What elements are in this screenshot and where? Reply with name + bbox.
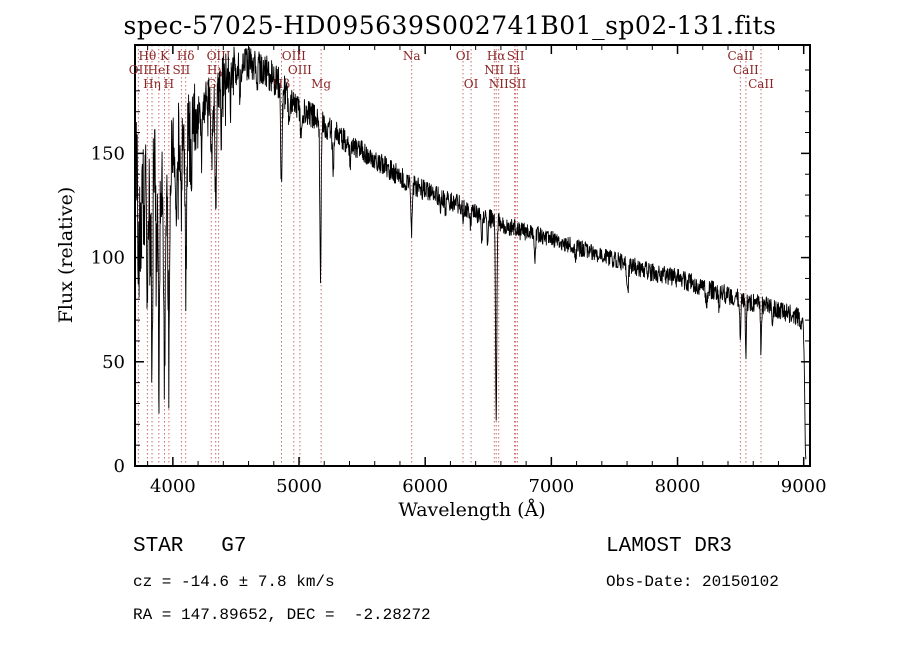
spectral-line-label: K [160,49,170,63]
spectral-line-label: Mg [311,77,331,91]
coordinates-label: RA = 147.89652, DEC = -2.28272 [133,606,431,624]
spectral-line-label: Hη [143,77,161,91]
spectral-line-label: OIII [282,49,306,63]
y-tick-label: 0 [114,456,125,477]
y-tick-label: 150 [91,143,125,164]
x-axis-label: Wavelength (Å) [398,499,546,521]
radial-velocity-label: cz = -14.6 ± 7.8 km/s [133,573,335,591]
spectrum-trace [134,46,807,460]
spectral-line-label: CaII [727,49,753,63]
obs-date-label: Obs-Date: 20150102 [606,573,779,591]
spectral-line-label: NII [484,63,504,77]
spectral-line-label: OI [464,77,479,91]
spectral-line-label: Hα [487,49,506,63]
spectral-line-label: NII [489,77,509,91]
figure-title: spec-57025-HD095639S002741B01_sp02-131.f… [123,11,777,40]
spectral-line-label: Li [509,63,521,77]
y-tick-label: 100 [91,248,125,269]
spectral-line-label: SII [509,77,527,91]
spectral-line-label: SII [507,49,525,63]
spectral-line-label: CaII [733,63,759,77]
classification-label: STAR G7 [133,535,247,558]
spectral-line-label: SII [173,63,191,77]
x-tick-label: 8000 [655,476,701,497]
y-axis-label: Flux (relative) [55,186,77,324]
spectral-line-label: OIII [207,49,231,63]
x-tick-label: 6000 [402,476,448,497]
x-tick-label: 7000 [528,476,574,497]
spectral-line-label: OI [456,49,471,63]
x-tick-label: 9000 [781,476,827,497]
x-tick-label: 5000 [276,476,322,497]
spectral-line-label: OII [129,63,149,77]
spectral-line-label: Hθ [139,49,157,63]
spectral-line-label: G [207,77,217,91]
survey-release-label: LAMOST DR3 [606,535,733,558]
spectral-line-label: Hδ [177,49,195,63]
spectral-line-label: H [164,77,174,91]
spectral-line-label: Na [403,49,421,63]
spectral-line-label: OIII [288,63,312,77]
spectral-line-label: CaII [748,77,774,91]
plot-frame [134,44,811,467]
spectral-line-label: HeI [148,63,171,77]
y-tick-label: 50 [102,352,125,373]
x-tick-label: 4000 [150,476,196,497]
